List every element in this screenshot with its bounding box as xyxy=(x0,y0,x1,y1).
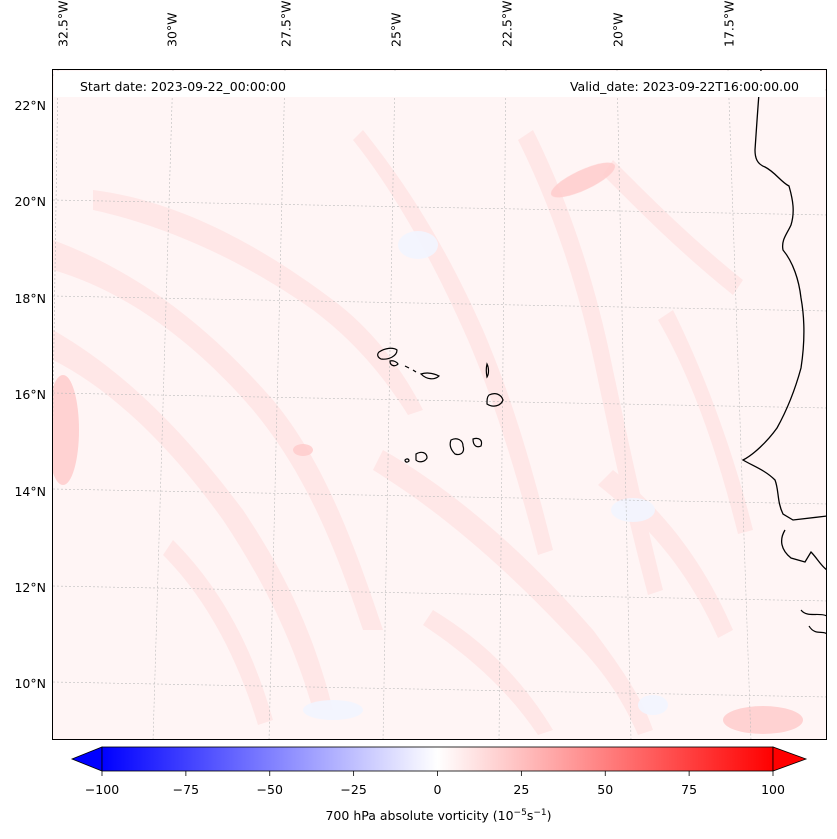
longitude-label: 32.5°W xyxy=(55,0,71,47)
latitude-label: 16°N xyxy=(14,387,46,402)
vorticity-shading xyxy=(53,130,753,735)
colorbar-tick-label: 0 xyxy=(433,782,442,797)
latitude-label: 22°N xyxy=(14,98,46,113)
latitude-label: 14°N xyxy=(14,484,46,499)
colorbar-extend-low xyxy=(70,746,103,772)
longitude-label: 20°W xyxy=(610,12,626,47)
colorbar-ticks xyxy=(101,771,774,776)
colorbar-tick-label: −75 xyxy=(172,782,200,797)
latitude-label: 20°N xyxy=(14,194,46,209)
colorbar-tick-label: 75 xyxy=(681,782,698,797)
valid-date-label: Valid_date: 2023-09-22T16:00:00.00 xyxy=(569,79,799,94)
map-panel: Start date: 2023-09-22_00:00:00 Valid_da… xyxy=(52,69,827,740)
start-date-label: Start date: 2023-09-22_00:00:00 xyxy=(80,79,286,94)
colorbar-title: 700 hPa absolute vorticity (10−5s−1) xyxy=(325,808,552,824)
longitude-label: 17.5°W xyxy=(721,0,737,47)
colorbar-tick-label: −100 xyxy=(84,782,120,797)
africa-coastline xyxy=(741,70,826,521)
colorbar-tick-label: −25 xyxy=(340,782,367,797)
latitude-label: 10°N xyxy=(14,676,46,691)
colorbar-tick-label: −50 xyxy=(256,782,283,797)
vorticity-shading-strong xyxy=(53,162,803,734)
colorbar-tick-label: 25 xyxy=(513,782,530,797)
header-strip: Start date: 2023-09-22_00:00:00 Valid_da… xyxy=(54,71,825,97)
vorticity-map xyxy=(53,70,826,739)
vorticity-shading-weak xyxy=(303,231,668,720)
longitude-label: 27.5°W xyxy=(278,0,294,47)
colorbar-tick-label: 100 xyxy=(761,782,785,797)
latitude-label: 12°N xyxy=(14,580,46,595)
cape-verde-islands xyxy=(377,347,504,463)
latitude-label: 18°N xyxy=(14,291,46,306)
longitude-label: 30°W xyxy=(164,12,180,47)
longitude-label: 22.5°W xyxy=(499,0,515,47)
colorbar-gradient xyxy=(101,746,774,772)
africa-coastline xyxy=(800,609,826,635)
colorbar-tick-label: 50 xyxy=(597,782,614,797)
colorbar xyxy=(70,746,808,776)
colorbar-extend-high xyxy=(772,746,808,772)
longitude-label: 25°W xyxy=(388,12,404,47)
africa-coastline xyxy=(780,529,826,571)
